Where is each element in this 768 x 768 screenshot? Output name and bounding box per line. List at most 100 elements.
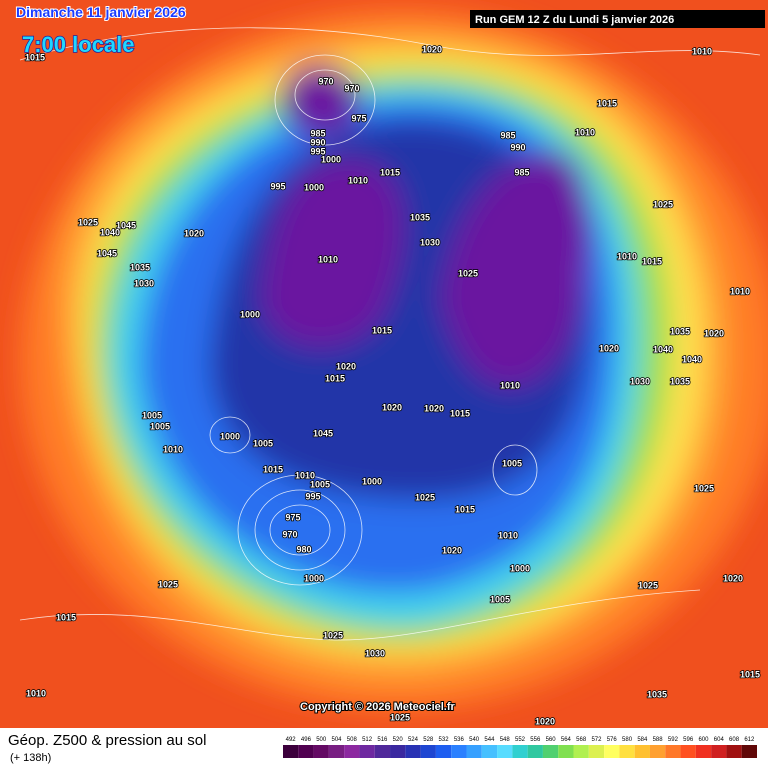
legend-swatch: [451, 745, 467, 758]
legend-level: 520: [393, 737, 404, 743]
isobar-label: 1000: [321, 154, 341, 164]
legend-level: 608: [729, 737, 740, 743]
isobar-label: 1025: [694, 483, 714, 493]
legend-swatch: [405, 745, 421, 758]
run-box: [470, 10, 765, 28]
isobar-label: 1000: [510, 563, 530, 573]
legend-swatch: [435, 745, 452, 758]
legend-swatch: [283, 745, 299, 758]
isobar-label: 1000: [220, 431, 240, 441]
isobar-label: 1030: [420, 237, 440, 247]
legend-swatch: [313, 745, 329, 758]
legend-swatch: [374, 745, 391, 758]
isobar-label: 1015: [740, 669, 760, 679]
legend-level: 504: [332, 737, 343, 743]
legend-level: 512: [362, 737, 373, 743]
isobar-label: 1025: [638, 580, 658, 590]
isobar-label: 1015: [263, 464, 283, 474]
legend-swatch: [726, 745, 742, 758]
legend-swatch: [298, 745, 314, 758]
map: [0, 0, 768, 728]
isobar-label: 995: [305, 491, 320, 501]
isobar-label: 1005: [310, 479, 330, 489]
legend-swatch: [588, 745, 605, 758]
isobar-label: 1040: [100, 227, 120, 237]
isobar-label: 1020: [336, 361, 356, 371]
legend-swatch: [695, 745, 712, 758]
isobar-label: 1035: [410, 212, 430, 222]
legend-swatch: [741, 745, 757, 758]
date-label: Dimanche 11 janvier 2026: [16, 4, 186, 20]
isobar-label: 970: [344, 83, 359, 93]
isobar-label: 1045: [313, 428, 333, 438]
legend-level: 576: [607, 737, 618, 743]
legend-level: 536: [454, 737, 465, 743]
isobar-label: 1020: [599, 343, 619, 353]
legend-level: 604: [714, 737, 725, 743]
isobar-label: 1025: [390, 712, 410, 722]
isobar-label: 1010: [730, 286, 750, 296]
legend-swatch: [344, 745, 360, 758]
legend-swatch: [497, 745, 513, 758]
isobar-label: 990: [510, 142, 525, 152]
legend-level: 496: [301, 737, 312, 743]
legend-swatch: [649, 745, 666, 758]
legend-swatch: [604, 745, 620, 758]
isobar-label: 1020: [704, 328, 724, 338]
isobar-label: 1005: [502, 458, 522, 468]
color-legend: 492 496 500 504 508 512 516 520 524 528 532 536 540 5…: [283, 737, 757, 758]
isobar-label: 1020: [382, 402, 402, 412]
legend-swatch: [665, 745, 681, 758]
isobar-label: 1020: [184, 228, 204, 238]
isobar-label: 1005: [490, 594, 510, 604]
legend-level: 492: [286, 737, 297, 743]
isobar-label: 1025: [415, 492, 435, 502]
legend-swatch: [711, 745, 727, 758]
legend-level: 600: [698, 737, 709, 743]
legend-swatch: [680, 745, 696, 758]
legend-level: 540: [469, 737, 480, 743]
legend-level: 588: [653, 737, 664, 743]
isobar-label: 985: [500, 130, 515, 140]
isobar-label: 1015: [325, 373, 345, 383]
isobar-label: 1010: [617, 251, 637, 261]
isobar-label: 1010: [295, 470, 315, 480]
isobar-label: 1015: [450, 408, 470, 418]
isobar-label: 1035: [647, 689, 667, 699]
isobar-label: 1020: [442, 545, 462, 555]
legend-swatch: [390, 745, 406, 758]
lead-label: (+ 138h): [10, 752, 51, 764]
isobar-label: 1015: [597, 98, 617, 108]
isobar-label: 1000: [362, 476, 382, 486]
legend-level: 528: [423, 737, 434, 743]
isobar-label: 995: [310, 146, 325, 156]
isobar-label: 1025: [158, 579, 178, 589]
legend-level: 592: [668, 737, 679, 743]
legend-level: 500: [316, 737, 327, 743]
isobar-label: 1035: [670, 376, 690, 386]
isobar-label: 1015: [25, 52, 45, 62]
isobar-label: 1030: [134, 278, 154, 288]
legend-swatch: [420, 745, 436, 758]
copyright: Copyright © 2026 Meteociel.fr: [300, 701, 456, 713]
isobar-label: 995: [270, 181, 285, 191]
isobar-label: 1015: [56, 612, 76, 622]
legend-swatch: [634, 745, 650, 758]
isobar-label: 985: [310, 128, 325, 138]
legend-swatch: [542, 745, 559, 758]
legend-swatch: [573, 745, 589, 758]
legend-level: 508: [347, 737, 358, 743]
isobar-label: 1010: [26, 688, 46, 698]
isobar-label: 970: [318, 76, 333, 86]
isobar-label: 1010: [500, 380, 520, 390]
legend-level: 560: [546, 737, 557, 743]
legend-swatch: [558, 745, 574, 758]
legend-level: 596: [683, 737, 694, 743]
legend-level: 612: [744, 737, 755, 743]
isobar-label: 1045: [97, 248, 117, 258]
isobar-label: 1010: [575, 127, 595, 137]
time-label: 7:00 locale: [22, 32, 135, 57]
isobar-label: 1025: [458, 268, 478, 278]
isobar-label: 1045: [116, 220, 136, 230]
